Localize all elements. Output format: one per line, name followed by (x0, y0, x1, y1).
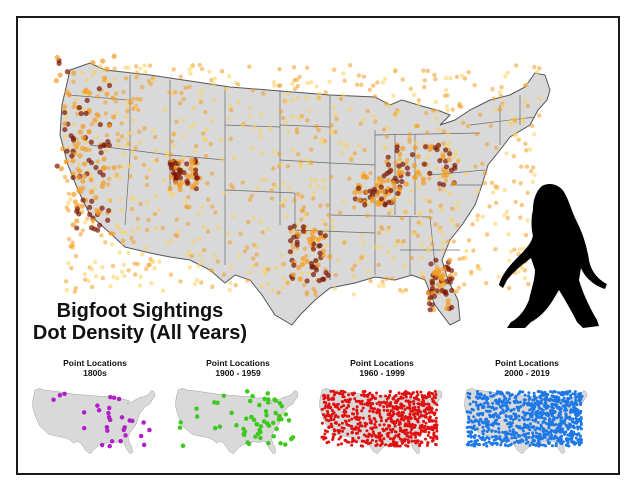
us-landmass (59, 62, 551, 326)
mini-map-title: Point Locations 1800s (63, 358, 127, 378)
mini-map-title: Point Locations 1900 - 1959 (206, 358, 270, 378)
bigfoot-silhouette-icon (499, 184, 607, 328)
mini-us-map (32, 388, 156, 454)
mini-map-1900-1959: Point Locations 1900 - 1959 (168, 358, 308, 470)
mini-us-map (175, 388, 299, 454)
title-line-2: Dot Density (All Years) (32, 322, 248, 344)
mini-map-title: Point Locations 1960 - 1999 (350, 358, 414, 378)
mini-map-title: Point Locations 2000 - 2019 (495, 358, 559, 378)
mini-us-map (319, 388, 443, 454)
mini-map-1960-1999: Point Locations 1960 - 1999 (312, 358, 452, 470)
mini-map-2000-2019: Point Locations 2000 - 2019 (457, 358, 597, 470)
mini-map-1800s: Point Locations 1800s (25, 358, 165, 470)
main-density-map (53, 53, 551, 326)
sighting-dots (53, 53, 542, 313)
title-line-1: Bigfoot Sightings (56, 300, 224, 322)
mini-us-map (464, 388, 588, 454)
map-title: Bigfoot Sightings Dot Density (All Years… (30, 300, 250, 344)
